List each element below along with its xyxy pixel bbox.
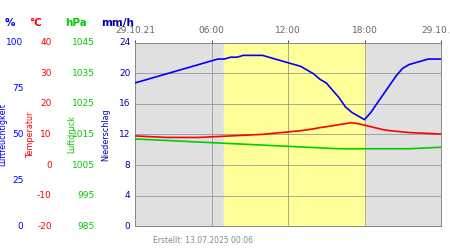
Text: 10: 10 — [40, 130, 52, 139]
Text: 16: 16 — [119, 99, 130, 108]
Text: 40: 40 — [40, 38, 52, 47]
Text: 25: 25 — [12, 176, 23, 185]
Text: 1025: 1025 — [72, 99, 94, 108]
Text: -10: -10 — [37, 191, 52, 200]
Text: 12: 12 — [119, 130, 130, 139]
Text: 1035: 1035 — [72, 68, 94, 78]
Text: 24: 24 — [119, 38, 130, 47]
Text: 30: 30 — [40, 68, 52, 78]
Text: 1015: 1015 — [72, 130, 94, 139]
Text: 985: 985 — [77, 222, 94, 231]
Text: 0: 0 — [18, 222, 23, 231]
Text: -20: -20 — [37, 222, 52, 231]
Text: Niederschlag: Niederschlag — [101, 108, 110, 161]
Bar — [224, 42, 364, 226]
Text: Temperatur: Temperatur — [26, 111, 35, 158]
Text: 4: 4 — [125, 191, 130, 200]
Text: 20: 20 — [119, 68, 130, 78]
Text: %: % — [4, 18, 15, 28]
Text: 20: 20 — [40, 99, 52, 108]
Text: Erstellt: 13.07.2025 00:06: Erstellt: 13.07.2025 00:06 — [153, 236, 253, 245]
Text: 1005: 1005 — [72, 160, 94, 170]
Text: 0: 0 — [125, 222, 130, 231]
Text: mm/h: mm/h — [101, 18, 134, 28]
Text: Luftdruck: Luftdruck — [68, 116, 76, 153]
Text: 8: 8 — [125, 160, 130, 170]
Text: Luftfeuchtigkeit: Luftfeuchtigkeit — [0, 103, 7, 166]
Text: 100: 100 — [6, 38, 23, 47]
Text: 50: 50 — [12, 130, 23, 139]
Text: 1045: 1045 — [72, 38, 94, 47]
Text: hPa: hPa — [65, 18, 87, 28]
Text: 0: 0 — [46, 160, 52, 170]
Text: 75: 75 — [12, 84, 23, 93]
Text: 995: 995 — [77, 191, 94, 200]
Text: °C: °C — [29, 18, 42, 28]
